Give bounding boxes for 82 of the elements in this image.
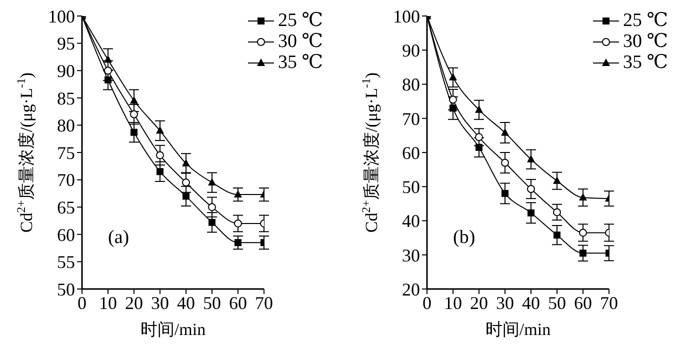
x-tick-label: 10 [99,292,117,313]
point [450,104,456,112]
y-tick-label: 80 [57,116,75,136]
x-tick-label: 30 [496,292,514,313]
point [182,178,190,187]
point [552,176,561,184]
x-tick-label: 70 [254,292,273,313]
y-tick-label: 55 [57,252,75,272]
point [526,185,535,194]
point [208,203,216,212]
y-tick-label: 80 [402,74,420,95]
point [234,239,242,246]
legend-label: 35 ℃ [278,52,323,73]
point [578,193,587,201]
point [156,168,164,176]
y-tick-label: 70 [402,108,420,129]
y-tick-label: 50 [57,279,75,300]
point [234,190,242,198]
legend-label: 35 ℃ [622,52,668,73]
x-axis-title: 时间/min [485,320,552,339]
point [156,151,164,160]
x-axis-title: 时间/min [140,320,206,339]
x-tick-label: 0 [78,292,86,313]
point [449,72,457,80]
y-tick-label: 20 [402,279,420,300]
point [130,128,138,136]
point [234,219,242,228]
point [449,96,457,104]
point [104,55,112,63]
point [578,228,587,237]
x-tick-label: 60 [228,292,247,313]
point [130,110,138,118]
point [552,208,561,216]
legend-label: 30 ℃ [278,31,323,52]
point [130,96,138,104]
legend-label: 25 ℃ [278,10,323,31]
y-tick-label: 30 [402,245,420,266]
point [182,192,190,200]
annotation: (a) [108,227,130,249]
point [474,105,483,113]
point [475,144,482,151]
point [474,133,483,142]
point [182,158,190,166]
y-tick-label: 70 [57,170,75,190]
y-tick-label: 60 [57,224,75,245]
point [526,154,535,162]
point [527,209,534,216]
y-tick-label: 95 [57,34,75,54]
legend-label: 30 ℃ [622,31,668,52]
x-tick-label: 50 [202,292,221,313]
point [208,218,216,226]
point [208,178,216,186]
y-tick-label: 65 [57,197,75,218]
x-tick-label: 40 [522,292,540,313]
point [156,126,164,134]
y-tick-label: 85 [57,88,75,108]
point [104,66,112,75]
y-tick-label: 90 [57,60,75,81]
x-tick-label: 50 [548,292,566,313]
point [501,190,508,197]
point [500,158,509,167]
y-tick-label: 100 [48,6,75,26]
x-tick-label: 10 [444,292,462,313]
point [553,232,560,239]
y-tick-label: 40 [402,211,420,232]
x-tick-label: 20 [124,292,143,313]
y-tick-label: 100 [393,6,420,26]
y-tick-label: 50 [402,177,420,198]
annotation: (b) [453,227,476,249]
x-tick-label: 40 [176,292,195,313]
x-tick-label: 70 [600,292,618,313]
y-tick-label: 75 [57,142,75,163]
y-tick-label: 60 [402,142,420,163]
x-tick-label: 30 [150,292,169,313]
point [579,250,586,257]
point [104,76,112,84]
legend-label: 25 ℃ [622,10,668,31]
x-tick-label: 20 [470,292,488,313]
point [500,128,509,136]
x-tick-label: 60 [574,292,592,313]
x-tick-label: 0 [422,292,432,313]
y-tick-label: 90 [402,40,420,61]
